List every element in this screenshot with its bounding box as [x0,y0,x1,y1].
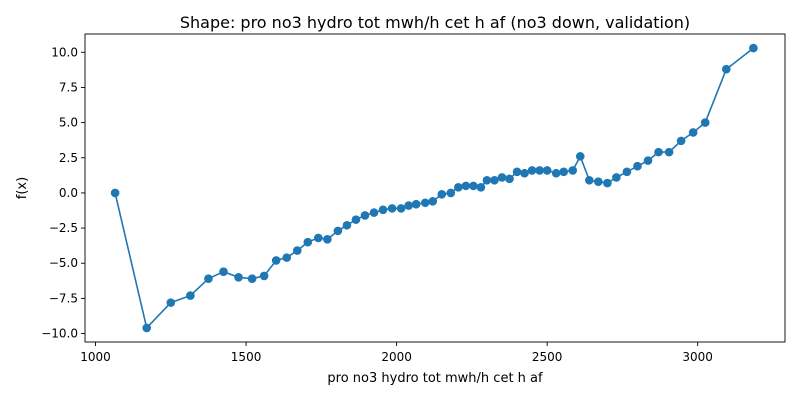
data-point [396,204,406,213]
x-tick-label: 1500 [231,350,262,364]
axis-ticks: 1000 1500 2000 2500 3000 −10.0 −7.5 −5.0 −2.5 0.0… [41,45,713,364]
data-point [142,323,152,333]
data-point [303,237,313,247]
data-point [110,188,120,198]
data-point [282,253,292,262]
y-axis-label: f(x) [15,177,30,199]
data-point [360,211,370,220]
data-point [323,235,332,244]
data-point [247,274,257,284]
data-point [469,181,478,191]
data-point [234,273,243,282]
data-point [292,246,302,255]
data-point [204,274,213,284]
y-tick-label: −5.0 [49,256,78,270]
data-point [186,291,195,300]
series-line [114,47,754,330]
data-point [461,181,471,191]
data-point [351,215,361,224]
data-point [700,118,710,127]
data-point [271,256,281,265]
data-point [505,174,514,184]
data-point [603,178,612,188]
y-tick-label: 7.5 [59,80,78,94]
plot-frame [84,33,786,343]
data-point [676,136,686,146]
data-point [575,152,585,161]
data-point [454,182,463,192]
data-point [369,208,379,217]
data-point [654,147,663,157]
data-point [664,147,674,157]
y-tick-label: −10.0 [41,327,78,341]
data-point [333,226,343,236]
data-point [378,205,388,215]
data-point [490,175,499,185]
x-tick-label: 2500 [532,350,563,364]
data-point [482,175,492,185]
data-point [219,267,228,276]
data-point [551,168,561,178]
data-point [428,197,438,206]
data-point [437,190,447,199]
chart-title: Shape: pro no3 hydro tot mwh/h cet h af … [180,13,690,32]
data-point [259,271,269,281]
x-tick-label: 2000 [381,350,412,364]
data-point [497,173,507,182]
x-tick-label: 1000 [80,350,111,364]
data-point [476,182,486,192]
data-point [411,199,421,209]
y-tick-label: −2.5 [49,221,78,235]
data-point [314,233,323,243]
x-axis-label: pro no3 hydro tot mwh/h cet h af [327,371,543,386]
plot-area [110,43,758,333]
y-tick-label: 5.0 [59,116,78,130]
data-point [342,220,352,230]
data-point [594,177,603,186]
data-point [721,64,731,74]
y-tick-label: 0.0 [59,186,78,200]
data-point [633,161,642,171]
data-point [688,128,698,137]
data-point [585,175,594,185]
y-tick-label: 10.0 [51,45,78,59]
data-point [512,167,522,177]
y-tick-label: −7.5 [49,291,78,305]
data-point [749,43,758,53]
y-tick-label: 2.5 [59,151,78,165]
data-point [404,201,413,210]
data-point [527,166,537,175]
data-point [387,204,397,213]
data-point [612,173,621,182]
data-point [520,168,529,178]
data-point [622,167,632,177]
data-point [643,156,653,165]
data-point [559,167,569,177]
data-point [542,166,552,175]
data-point [166,298,176,307]
data-point [420,198,430,208]
data-point [568,166,578,175]
data-point [446,188,456,198]
data-point [535,166,544,175]
x-tick-label: 3000 [682,350,713,364]
